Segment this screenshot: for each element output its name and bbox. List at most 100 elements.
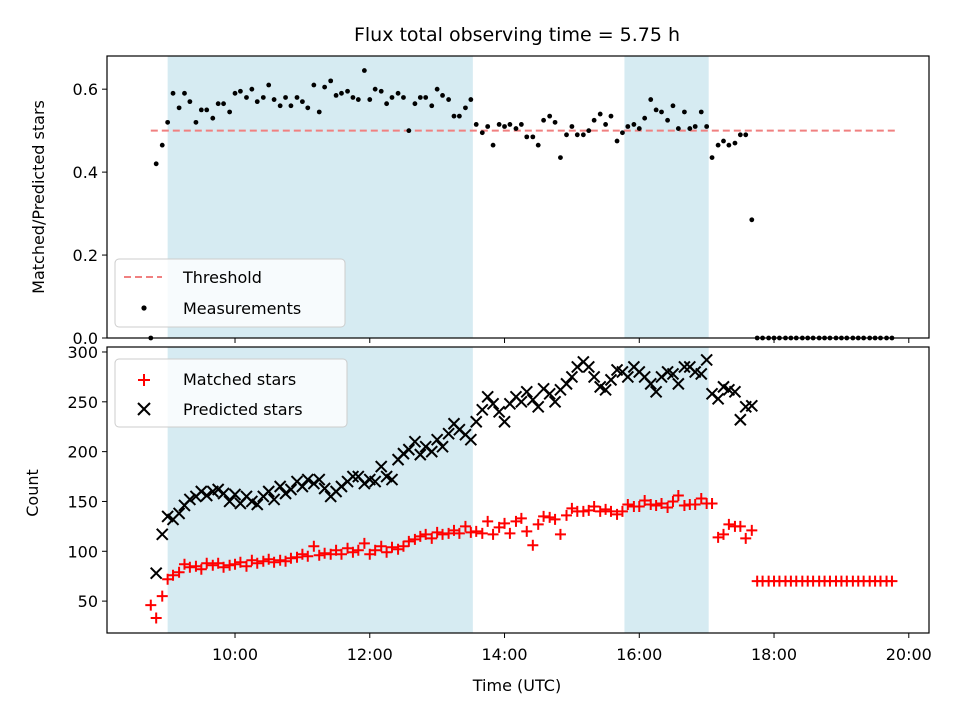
predicted-stars-point — [621, 370, 635, 384]
measurements-point — [395, 90, 401, 96]
threshold-legend-label: Threshold — [182, 268, 262, 287]
matched-stars-point — [639, 494, 651, 506]
matched-stars-point — [544, 511, 556, 523]
measurements-point — [227, 109, 233, 115]
measurements-point — [322, 84, 328, 90]
measurements-legend-swatch — [141, 305, 147, 311]
measurements-point — [345, 88, 350, 94]
matched-stars-point — [633, 500, 645, 512]
measurements-point — [372, 86, 378, 92]
predicted-stars-point — [734, 413, 747, 426]
measurements-point — [446, 97, 452, 102]
matched-stars-point — [414, 530, 426, 542]
predicted-stars-point — [582, 360, 595, 374]
measurements-point — [182, 90, 187, 96]
measurements-point — [473, 122, 479, 127]
predicted-stars-point — [385, 473, 399, 486]
predicted-stars-point — [498, 415, 511, 428]
measurements-point — [513, 126, 519, 131]
predicted-stars-point — [470, 415, 483, 428]
measurements-point — [176, 105, 182, 111]
measurements-point — [670, 103, 676, 109]
measurements-point — [389, 95, 395, 100]
matched-stars-point — [335, 548, 347, 560]
predicted-stars-point — [700, 353, 713, 367]
measurements-point — [603, 122, 608, 127]
measurements-point — [165, 119, 171, 125]
measurements-point — [580, 132, 586, 138]
top-legend-box — [114, 258, 346, 328]
measurements-point — [721, 138, 726, 144]
matched-stars-point — [397, 540, 409, 552]
predicted-stars-point — [313, 473, 326, 486]
x-tick-label: 20:00 — [886, 645, 932, 664]
predicted-stars-point — [532, 400, 545, 413]
predicted-stars-point — [346, 470, 360, 483]
matched-stars-point — [588, 500, 600, 512]
measurements-point — [682, 109, 687, 115]
measurements-point — [463, 105, 468, 111]
x-tick-label: 12:00 — [347, 645, 393, 664]
measurements-point — [232, 90, 238, 96]
predicted-stars-point — [375, 460, 388, 473]
measurements-point — [709, 155, 715, 161]
matched-stars-point — [229, 558, 241, 570]
chart-title: Flux total observing time = 5.75 h — [354, 24, 680, 46]
predicted-stars-point — [402, 443, 416, 456]
measurements-point — [277, 103, 283, 109]
measurements-point — [204, 107, 210, 113]
predicted-stars-point — [745, 399, 759, 413]
bottom-y-tick-label: 50 — [78, 592, 98, 611]
measurements-point — [311, 82, 317, 88]
predicted-stars-point — [183, 493, 197, 506]
measurements-point — [159, 142, 165, 148]
top-legend: Threshold Measurements — [114, 258, 346, 328]
matched-stars-point — [156, 590, 168, 602]
matched-stars-point — [616, 505, 628, 517]
measurements-point — [328, 78, 334, 84]
measurements-point — [384, 101, 390, 107]
x-tick-label: 16:00 — [616, 645, 662, 664]
matched-stars-point — [431, 526, 443, 538]
predicted-stars-point — [296, 480, 309, 493]
predicted-stars-point — [217, 487, 230, 500]
matched-stars-point — [504, 527, 516, 539]
measurements-point — [558, 155, 563, 161]
bottom-plot-frame — [106, 346, 930, 634]
matched-stars-point — [234, 556, 246, 568]
measurements-point — [238, 88, 243, 94]
matched-stars-point — [296, 548, 308, 560]
measurements-legend-label: Measurements — [183, 299, 301, 318]
measurements-point — [631, 122, 637, 127]
predicted-stars-point — [273, 480, 287, 493]
predicted-stars-point — [284, 483, 298, 496]
matched-stars-point — [706, 497, 718, 509]
bottom-observing-window-2 — [624, 347, 709, 633]
measurements-point — [574, 132, 580, 138]
predicted-stars-point — [223, 495, 236, 508]
measurements-point — [704, 124, 710, 129]
predicted-stars-point — [548, 395, 562, 409]
measurements-point — [412, 101, 418, 107]
matched-stars-point — [251, 557, 263, 569]
measurements-point — [417, 95, 423, 100]
matched-stars-point — [453, 527, 465, 539]
predicted-stars-point — [408, 435, 422, 448]
matched-stars-point — [487, 528, 499, 540]
measurements-point — [406, 128, 412, 134]
matched-stars-point — [358, 537, 370, 549]
predicted-stars-point — [604, 373, 618, 387]
measurements-point — [468, 97, 474, 102]
measurements-point — [524, 134, 530, 140]
matched-stars-legend-swatch — [138, 374, 150, 386]
predicted-stars-point — [156, 528, 169, 541]
matched-stars-point — [594, 505, 606, 517]
measurements-point — [355, 97, 361, 102]
measurements-point — [254, 99, 260, 105]
measurements-point — [249, 86, 255, 92]
measurements-point — [586, 128, 592, 134]
matched-stars-point — [386, 541, 398, 553]
matched-stars-point — [549, 513, 561, 525]
matched-stars-point — [347, 546, 359, 558]
matched-stars-point — [381, 546, 393, 558]
